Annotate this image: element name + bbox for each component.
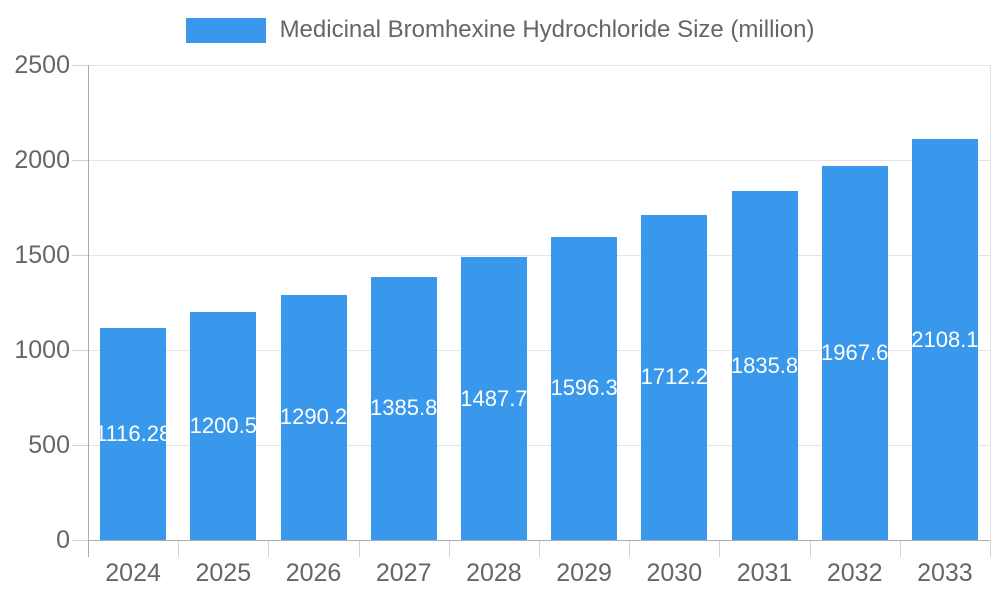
- x-axis-label: 2026: [285, 559, 342, 587]
- x-tick: [178, 540, 180, 557]
- y-tick: [72, 350, 88, 351]
- x-axis-label: 2028: [466, 559, 522, 587]
- legend-color-swatch: [185, 17, 266, 43]
- legend-label: Medicinal Bromhexine Hydrochloride Size …: [279, 16, 815, 43]
- bar[interactable]: 1116.28: [95, 327, 171, 540]
- x-tick: [539, 540, 540, 557]
- y-gridline: [88, 65, 990, 66]
- x-tick: [448, 540, 450, 557]
- x-axis-label: 2031: [736, 559, 793, 587]
- y-tick: [72, 160, 88, 161]
- bar[interactable]: 1200.5: [189, 311, 257, 540]
- bar-value-label: 1712.2: [640, 364, 708, 390]
- x-axis-label: 2027: [375, 559, 432, 587]
- y-tick: [72, 65, 88, 66]
- bar-value-label: 1487.7: [460, 385, 528, 411]
- y-gridline: [88, 255, 990, 256]
- x-axis-label: 2033: [917, 559, 973, 587]
- bar[interactable]: 1487.7: [460, 257, 528, 540]
- bar-value-label: 1290.2: [279, 404, 348, 430]
- bar[interactable]: 1290.2: [279, 294, 348, 540]
- bar-value-label: 1116.28: [94, 420, 172, 446]
- x-tick: [358, 540, 360, 557]
- y-tick: [72, 540, 88, 541]
- y-axis-label: 2500: [14, 51, 70, 79]
- bar-value-label: 1385.8: [370, 395, 438, 421]
- y-axis-label: 2000: [14, 146, 70, 174]
- y-axis-line: [88, 65, 89, 557]
- y-tick: [72, 255, 88, 256]
- bar-value-label: 1200.5: [189, 412, 257, 438]
- x-tick: [809, 540, 811, 557]
- bar[interactable]: 1385.8: [370, 276, 438, 540]
- x-tick: [719, 540, 721, 557]
- x-axis-label: 2030: [646, 559, 703, 587]
- bar[interactable]: 1967.6: [821, 166, 889, 540]
- y-axis-label: 500: [28, 431, 70, 459]
- y-gridline: [88, 350, 990, 351]
- x-axis-label: 2032: [826, 559, 883, 587]
- y-tick: [72, 445, 88, 446]
- x-tick: [268, 540, 270, 557]
- x-axis-label: 2024: [105, 559, 161, 587]
- x-axis-line: [88, 540, 990, 541]
- x-tick: [990, 540, 991, 557]
- y-axis-label: 1000: [14, 336, 70, 364]
- x-axis-label: 2025: [195, 559, 252, 587]
- plot-right-border: [990, 65, 991, 540]
- bar-value-label: 1596.3: [550, 375, 618, 401]
- bar-value-label: 1967.6: [821, 340, 889, 366]
- bar-value-label: 2108.1: [911, 326, 979, 352]
- bar[interactable]: 1596.3: [550, 236, 618, 540]
- y-axis-label: 0: [56, 526, 70, 554]
- y-gridline: [88, 445, 990, 446]
- bar[interactable]: 1712.2: [640, 214, 708, 540]
- x-axis-label: 2029: [556, 559, 612, 587]
- bar-value-label: 1835.8: [730, 352, 799, 378]
- x-tick: [899, 540, 901, 557]
- legend-item[interactable]: Medicinal Bromhexine Hydrochloride Size …: [0, 16, 1000, 44]
- bar[interactable]: 2108.1: [911, 139, 979, 540]
- y-axis-label: 1500: [14, 241, 70, 269]
- x-tick: [629, 540, 631, 557]
- bar[interactable]: 1835.8: [730, 191, 799, 540]
- y-gridline: [88, 160, 990, 161]
